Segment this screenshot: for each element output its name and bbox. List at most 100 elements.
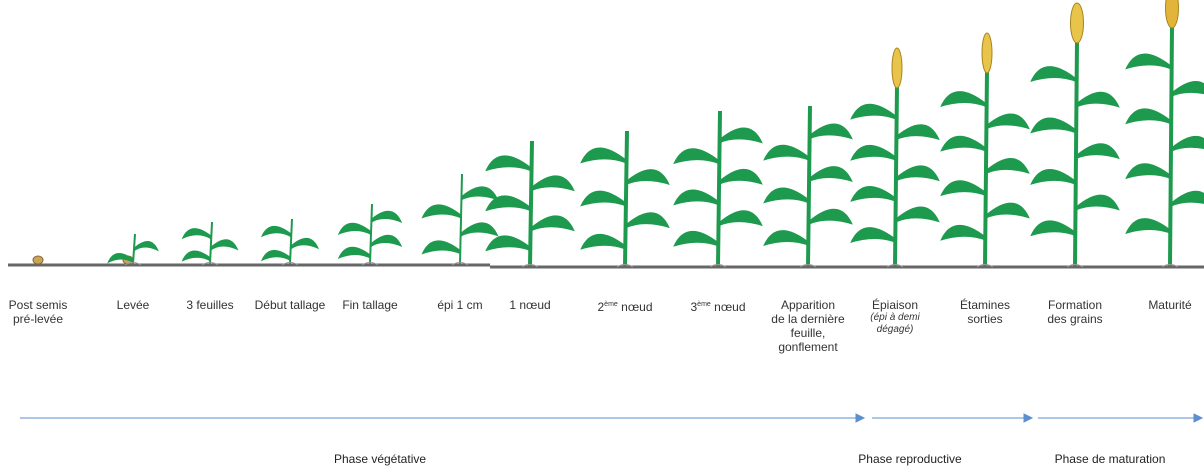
label-line: Étamines	[959, 298, 1011, 312]
leaf	[673, 189, 719, 206]
leaf	[850, 144, 896, 161]
roots	[361, 262, 379, 266]
label-text: ème	[604, 301, 618, 308]
label-note: dégagé)	[876, 324, 914, 335]
label-note: (épi à demi	[870, 312, 920, 323]
leaf	[337, 246, 371, 259]
label-line: Fin tallage	[342, 298, 398, 312]
stem	[716, 110, 722, 267]
leaf	[986, 113, 1030, 130]
leaf	[896, 165, 940, 182]
label-line: Post semis	[8, 298, 68, 312]
stem	[623, 130, 629, 267]
roots	[281, 262, 299, 266]
stage-label: Début tallage	[235, 298, 345, 312]
leaf	[461, 222, 499, 237]
stage-label: 1 nœud	[475, 298, 585, 312]
stem	[893, 85, 899, 267]
ear	[1165, 0, 1179, 29]
leaf	[1030, 66, 1076, 82]
arrow-head	[1193, 413, 1204, 423]
leaf	[673, 148, 719, 165]
leaf	[1076, 91, 1120, 108]
leaf	[986, 158, 1030, 174]
stage-label: 3 feuilles	[155, 298, 265, 312]
roots	[451, 262, 469, 266]
leaf	[337, 222, 371, 235]
phase-arrows	[20, 413, 1204, 423]
leaf	[1030, 168, 1076, 185]
leaf	[1076, 194, 1120, 211]
leaf	[485, 155, 531, 172]
roots	[1066, 264, 1084, 268]
leaf	[850, 103, 896, 120]
leaf	[580, 147, 626, 164]
leaf	[134, 240, 159, 252]
leaf	[1125, 108, 1171, 125]
leaf	[986, 202, 1030, 219]
label-line: Levée	[116, 298, 150, 312]
leaf	[626, 169, 670, 185]
stage-label: 2ème nœud	[570, 298, 680, 314]
label-line: pré-levée	[12, 312, 64, 326]
label-line: épi 1 cm	[437, 298, 483, 312]
leaf	[461, 186, 499, 201]
roots	[616, 264, 634, 268]
ear	[981, 32, 993, 74]
stage-label: Formation des grains	[1020, 298, 1130, 326]
leaf	[850, 185, 896, 202]
leaf	[260, 225, 291, 238]
stem	[806, 105, 812, 267]
stage-label: Étamines sorties	[930, 298, 1040, 326]
stage-label: Levée	[78, 298, 188, 312]
label-line: sorties	[967, 312, 1003, 326]
stem	[1073, 40, 1079, 267]
leaf	[1125, 53, 1171, 70]
stage-label: épi 1 cm	[405, 298, 515, 312]
leaf	[809, 166, 853, 182]
leaf	[371, 234, 403, 247]
roots	[124, 262, 142, 266]
stage-label: Épiaison (épi à demi dégagé)	[840, 298, 950, 336]
ear	[891, 47, 903, 89]
leaf	[485, 195, 531, 212]
leaf	[626, 212, 670, 229]
leaf	[1030, 220, 1076, 237]
label-line: feuille,	[790, 326, 826, 340]
stem	[459, 173, 463, 265]
roots	[521, 264, 539, 268]
label-line: Début tallage	[254, 298, 326, 312]
leaf	[1125, 218, 1171, 234]
label-line: 3ème nœud	[663, 298, 773, 314]
label-line: Formation	[1047, 298, 1103, 312]
phase-label: Phase végétative	[333, 452, 427, 466]
leaf	[181, 228, 211, 240]
leaf	[896, 206, 940, 223]
phase-label: Phase reproductive	[858, 452, 962, 466]
seed	[32, 255, 44, 265]
leaf	[1171, 135, 1204, 152]
leaf	[763, 230, 809, 246]
leaf	[580, 233, 626, 250]
leaf	[580, 190, 626, 207]
roots	[709, 264, 727, 268]
phase-label: Phase de maturation	[1054, 452, 1166, 466]
leaf	[719, 127, 763, 144]
stage-label: Apparition de la dernière feuille, gonfleme…	[753, 298, 863, 354]
roots	[886, 264, 904, 268]
stage-label: 3ème nœud	[663, 298, 773, 314]
stem	[983, 70, 989, 267]
roots	[976, 264, 994, 268]
label-line: Maturité	[1148, 298, 1192, 312]
leaf	[673, 230, 719, 247]
roots	[1161, 264, 1179, 268]
leaf	[940, 91, 986, 108]
leaf	[1076, 143, 1120, 160]
stage-label: Fin tallage	[315, 298, 425, 312]
leaf	[1030, 117, 1076, 134]
leaf	[719, 210, 763, 227]
leaf	[809, 123, 853, 140]
arrow-head	[1023, 413, 1034, 423]
leaf	[850, 227, 896, 243]
roots	[201, 262, 219, 266]
